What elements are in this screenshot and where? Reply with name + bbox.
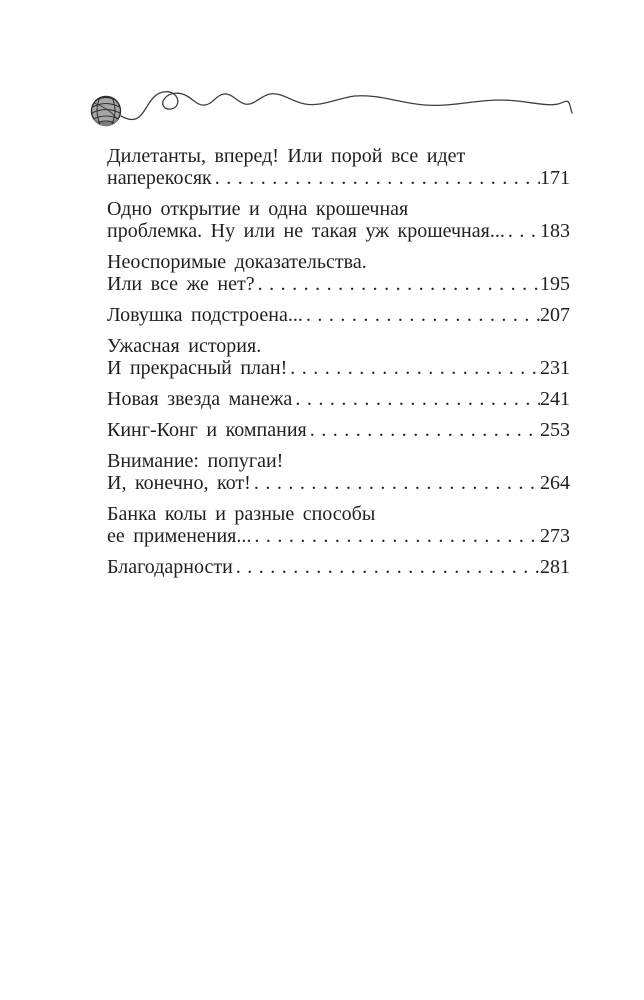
toc-entry-title: Благодарности [107,556,233,578]
page-number: 231 [540,357,570,379]
toc-entry: Новая звезда манежа.....................… [107,388,570,410]
toc-entry-title: И прекрасный план! [107,357,288,379]
toc-entry-last-line: Ловушка подстроена......................… [107,304,570,326]
toc-entry: Ловушка подстроена......................… [107,304,570,326]
dot-leader: ........................................… [235,556,540,578]
page-number: 171 [540,167,570,189]
yarn-ornament [90,91,573,127]
page-number: 264 [540,472,570,494]
toc-entry-title: И, конечно, кот! [107,472,251,494]
toc-entry-line: Внимание: попугаи! [107,450,284,472]
toc-entry-title: Или все же нет? [107,273,255,295]
toc-entry-title: ее применения... [107,525,252,547]
toc-entry-line: Неоспоримые доказательства. [107,251,367,273]
toc-entry-title: Ловушка подстроена... [107,304,303,326]
yarn-ball-icon [90,95,122,127]
dot-leader: ........................................… [507,220,540,242]
toc-entry-last-line: Кинг-Конг и компания....................… [107,419,570,441]
toc-entry: Неоспоримые доказательства. Или все же не… [107,251,570,295]
toc-entry: Банка колы и разные способы ее применения… [107,503,570,547]
dot-leader: ........................................… [305,304,540,326]
toc-list: Дилетанты, вперед! Или порой все идет нап… [107,145,570,587]
toc-entry: Дилетанты, вперед! Или порой все идет нап… [107,145,570,189]
toc-entry-line: Ужасная история. [107,335,262,357]
page-number: 281 [540,556,570,578]
page-number: 241 [540,388,570,410]
dot-leader: ........................................… [309,419,540,441]
toc-entry-title: наперекосяк [107,167,212,189]
page-number: 273 [540,525,570,547]
toc-entry: Ужасная история. И прекрасный план!......… [107,335,570,379]
page-number: 195 [540,273,570,295]
dot-leader: ........................................… [214,167,540,189]
toc-entry-line: Банка колы и разные способы [107,503,376,525]
toc-entry-last-line: И прекрасный план!......................… [107,357,570,379]
toc-entry-title: Новая звезда манежа [107,388,293,410]
toc-entry-title: Кинг-Конг и компания [107,419,307,441]
toc-entry-last-line: И, конечно, кот!........................… [107,472,570,494]
toc-entry: Внимание: попугаи! И, конечно, кот!......… [107,450,570,494]
toc-entry-title: проблемка. Ну или не такая уж крошечная.… [107,220,505,242]
toc-entry-last-line: ее применения...........................… [107,525,570,547]
page-number: 183 [540,220,570,242]
dot-leader: ........................................… [253,472,540,494]
toc-entry-last-line: Новая звезда манежа.....................… [107,388,570,410]
toc-entry-last-line: Благодарности...........................… [107,556,570,578]
dot-leader: ........................................… [295,388,540,410]
toc-entry-line: Дилетанты, вперед! Или порой все идет [107,145,466,167]
toc-entry-last-line: наперекосяк.............................… [107,167,570,189]
toc-entry-last-line: проблемка. Ну или не такая уж крошечная.… [107,220,570,242]
page-number: 253 [540,419,570,441]
toc-entry-last-line: Или все же нет?.........................… [107,273,570,295]
toc-entry: Благодарности...........................… [107,556,570,578]
dot-leader: ........................................… [254,525,540,547]
toc-entry-line: Одно открытие и одна крошечная [107,198,409,220]
toc-entry: Кинг-Конг и компания....................… [107,419,570,441]
toc-entry: Одно открытие и одна крошечная проблемка.… [107,198,570,242]
dot-leader: ........................................… [290,357,540,379]
dot-leader: ........................................… [257,273,540,295]
page-number: 207 [540,304,570,326]
yarn-thread-line [120,91,573,121]
